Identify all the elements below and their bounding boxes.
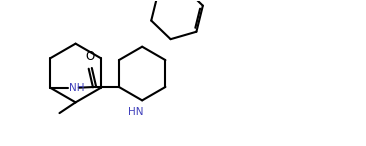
Text: HN: HN (128, 107, 143, 117)
Text: O: O (86, 50, 95, 63)
Text: NH: NH (69, 83, 84, 93)
